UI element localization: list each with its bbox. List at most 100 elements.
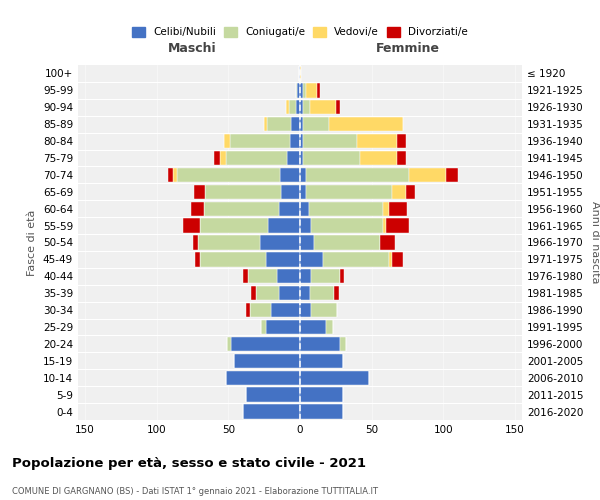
Text: Maschi: Maschi	[168, 42, 217, 55]
Bar	[300, 66, 301, 80]
Legend: Celibi/Nubili, Coniugati/e, Vedovi/e, Divorziati/e: Celibi/Nubili, Coniugati/e, Vedovi/e, Di…	[129, 24, 471, 40]
Bar	[177, 168, 280, 182]
Bar	[245, 303, 250, 318]
Bar	[224, 134, 230, 148]
Bar	[300, 218, 311, 233]
Bar	[262, 320, 266, 334]
Bar	[290, 134, 300, 148]
Bar	[300, 354, 343, 368]
Bar	[226, 151, 287, 165]
Bar	[300, 320, 326, 334]
Bar	[296, 100, 300, 114]
Bar	[200, 218, 268, 233]
Bar	[311, 303, 337, 318]
Bar	[406, 184, 415, 199]
Bar	[323, 252, 389, 266]
Bar	[299, 66, 300, 80]
Bar	[311, 269, 340, 283]
Bar	[317, 83, 320, 98]
Bar	[300, 303, 311, 318]
Bar	[266, 320, 300, 334]
Bar	[289, 100, 296, 114]
Bar	[281, 184, 300, 199]
Bar	[336, 100, 340, 114]
Bar	[303, 83, 306, 98]
Bar	[173, 168, 177, 182]
Bar	[300, 168, 306, 182]
Bar	[297, 83, 300, 98]
Bar	[311, 218, 383, 233]
Bar	[230, 134, 290, 148]
Y-axis label: Anni di nascita: Anni di nascita	[590, 201, 600, 284]
Bar	[193, 236, 199, 250]
Bar	[287, 151, 300, 165]
Bar	[308, 202, 383, 216]
Bar	[310, 100, 336, 114]
Bar	[300, 236, 314, 250]
Bar	[357, 134, 397, 148]
Bar	[256, 286, 278, 300]
Bar	[200, 252, 266, 266]
Y-axis label: Fasce di età: Fasce di età	[28, 210, 37, 276]
Bar	[329, 117, 403, 132]
Bar	[303, 117, 329, 132]
Bar	[306, 184, 392, 199]
Bar	[264, 117, 267, 132]
Bar	[300, 117, 303, 132]
Bar	[168, 168, 173, 182]
Bar	[314, 236, 380, 250]
Bar	[205, 184, 281, 199]
Bar	[234, 354, 300, 368]
Bar	[383, 218, 386, 233]
Bar	[296, 83, 297, 98]
Bar	[409, 168, 446, 182]
Bar	[300, 336, 340, 351]
Bar	[392, 252, 403, 266]
Bar	[251, 286, 256, 300]
Text: COMUNE DI GARGNANO (BS) - Dati ISTAT 1° gennaio 2021 - Elaborazione TUTTITALIA.I: COMUNE DI GARGNANO (BS) - Dati ISTAT 1° …	[12, 488, 378, 496]
Bar	[250, 303, 271, 318]
Bar	[340, 336, 346, 351]
Text: Femmine: Femmine	[376, 42, 439, 55]
Bar	[310, 286, 334, 300]
Bar	[196, 252, 200, 266]
Bar	[204, 202, 278, 216]
Bar	[277, 269, 300, 283]
Bar	[397, 151, 406, 165]
Bar	[278, 202, 300, 216]
Bar	[300, 83, 303, 98]
Bar	[300, 202, 308, 216]
Bar	[303, 134, 357, 148]
Bar	[271, 303, 300, 318]
Bar	[191, 202, 204, 216]
Bar	[226, 370, 300, 385]
Bar	[300, 252, 323, 266]
Bar	[326, 320, 333, 334]
Bar	[286, 100, 289, 114]
Bar	[306, 168, 409, 182]
Bar	[194, 184, 205, 199]
Bar	[267, 117, 292, 132]
Bar	[214, 151, 220, 165]
Bar	[199, 236, 260, 250]
Bar	[303, 100, 310, 114]
Bar	[182, 218, 200, 233]
Bar	[300, 151, 303, 165]
Bar	[300, 404, 343, 418]
Bar	[300, 184, 306, 199]
Bar	[248, 269, 277, 283]
Bar	[389, 202, 407, 216]
Bar	[292, 117, 300, 132]
Bar	[306, 83, 317, 98]
Bar	[300, 286, 310, 300]
Bar	[360, 151, 397, 165]
Bar	[300, 269, 311, 283]
Bar	[300, 388, 343, 402]
Text: Popolazione per età, sesso e stato civile - 2021: Popolazione per età, sesso e stato civil…	[12, 458, 366, 470]
Bar	[278, 286, 300, 300]
Bar	[340, 269, 344, 283]
Bar	[266, 252, 300, 266]
Bar	[243, 404, 300, 418]
Bar	[300, 370, 369, 385]
Bar	[220, 151, 226, 165]
